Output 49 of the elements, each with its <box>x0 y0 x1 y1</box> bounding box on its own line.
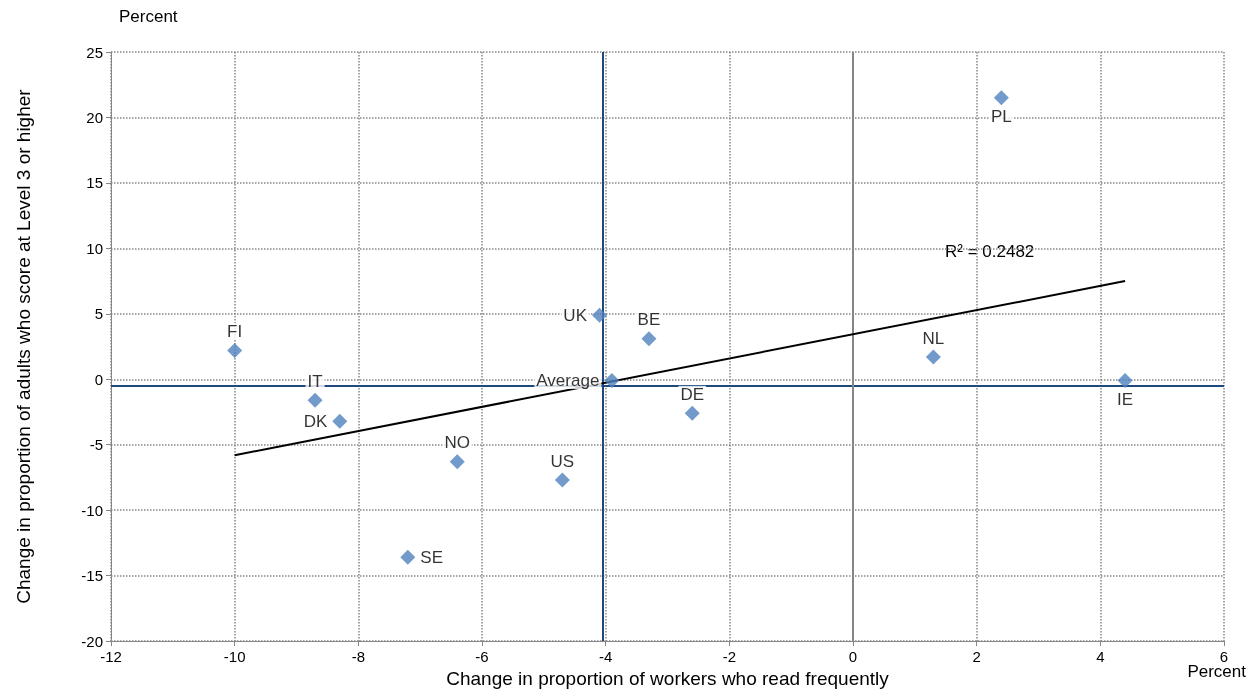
series-label: NL <box>922 328 945 348</box>
x-tick-label: -2 <box>722 648 737 666</box>
x-tick-label: -12 <box>100 648 122 666</box>
series-label: DE <box>680 384 705 404</box>
point <box>227 342 243 358</box>
point <box>684 405 700 421</box>
point <box>307 392 323 408</box>
series-label: SE <box>420 547 443 567</box>
point <box>1117 373 1133 389</box>
series-label: UK <box>563 305 588 325</box>
y-tick-label: -15 <box>81 567 103 585</box>
x-tick-label: -8 <box>351 648 366 666</box>
series-label: IT <box>307 371 323 391</box>
series-label: FI <box>227 321 243 341</box>
y-axis-title: Change in proportion of adults who score at Level 3 or higher <box>13 88 34 604</box>
y-tick-label: 25 <box>86 43 103 61</box>
x-tick-label: -6 <box>475 648 489 666</box>
x-tick-label: 4 <box>1096 648 1105 666</box>
point <box>925 349 941 365</box>
point <box>332 413 348 429</box>
x-tick-label: -10 <box>223 648 246 666</box>
x-tick-label: 0 <box>848 648 858 666</box>
x-tick-label: -4 <box>598 648 613 666</box>
series-label: Average <box>536 371 600 391</box>
series-label: BE <box>637 310 661 330</box>
point <box>641 331 657 347</box>
text: Percent <box>119 7 178 26</box>
x-axis-title: Change in proportion of workers who read frequently <box>446 668 890 689</box>
point <box>554 472 570 488</box>
y-tick-label: -20 <box>81 632 103 650</box>
y-tick-label: -10 <box>81 501 103 519</box>
series-label: DK <box>303 411 328 431</box>
series-label: IE <box>1117 390 1134 410</box>
series-label: NO <box>444 433 471 453</box>
annotation: R² = 0.2482 <box>945 242 1035 261</box>
y-tick-label: -5 <box>89 436 103 454</box>
x-tick-label: 2 <box>972 648 981 666</box>
y-tick-label: 10 <box>86 239 103 257</box>
y-tick-label: 20 <box>86 108 103 126</box>
point <box>449 454 465 470</box>
point <box>604 373 620 389</box>
series-label: US <box>550 451 575 471</box>
point <box>993 90 1009 106</box>
point <box>400 549 416 565</box>
series-label: PL <box>991 107 1012 127</box>
y-tick-label: 0 <box>94 370 103 388</box>
y-tick-label: 15 <box>86 174 103 192</box>
point <box>591 307 607 323</box>
y-tick-label: 5 <box>94 305 103 323</box>
